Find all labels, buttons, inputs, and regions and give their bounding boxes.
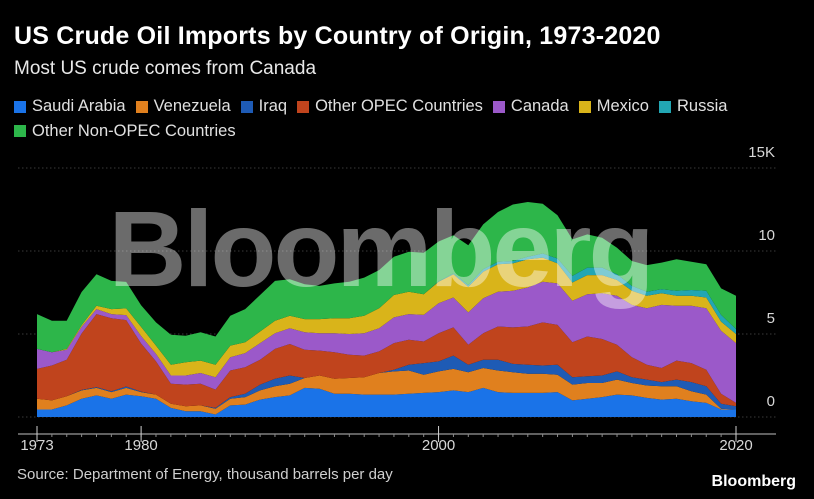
x-axis: 1973 1980 2000 2020: [18, 426, 776, 454]
y-axis-ticks: 0 5 10 15K: [748, 144, 775, 410]
y-tick-label: 10: [758, 227, 775, 244]
legend-item-canada: Canada: [492, 95, 569, 118]
legend-label: Russia: [676, 97, 728, 115]
area-mexico: [37, 257, 736, 378]
bloomberg-logo: Bloomberg: [711, 473, 796, 490]
x-tick-label: 1980: [124, 437, 157, 454]
x-tick-label: 2020: [719, 437, 752, 454]
area-venezuela: [37, 368, 736, 415]
area-saudi-arabia: [37, 387, 736, 417]
legend-swatch: [135, 100, 148, 113]
legend-swatch: [578, 100, 591, 113]
area-iraq: [37, 355, 736, 410]
legend-item-iraq: Iraq: [240, 95, 288, 118]
chart-subtitle: Most US crude comes from Canada: [14, 58, 317, 79]
x-tick-label: 2000: [422, 437, 455, 454]
legend-label: Other OPEC Countries: [315, 97, 483, 115]
y-tick-label: 0: [767, 393, 775, 410]
legend-label: Venezuela: [153, 97, 231, 115]
chart-legend: Saudi Arabia Venezuela Iraq Other OPEC Coun…: [14, 95, 774, 144]
y-tick-label: 5: [767, 310, 775, 327]
legend-label: Saudi Arabia: [32, 97, 126, 115]
legend-item-saudi-arabia: Saudi Arabia: [14, 95, 126, 118]
source-note: Source: Department of Energy, thousand b…: [17, 466, 393, 483]
legend-item-venezuela: Venezuela: [135, 95, 231, 118]
legend-label: Iraq: [258, 97, 288, 115]
legend-swatch: [492, 100, 505, 113]
legend-swatch: [297, 100, 310, 113]
legend-swatch: [14, 100, 26, 113]
area-other-opec-countries: [37, 314, 736, 408]
x-tick-label: 1973: [20, 437, 53, 454]
chart-title: US Crude Oil Imports by Country of Origi…: [14, 22, 661, 50]
watermark-text: Bloomberg: [108, 188, 651, 309]
legend-item-mexico: Mexico: [578, 95, 649, 118]
legend-swatch: [14, 125, 26, 137]
area-other-non-opec-countries: [37, 202, 736, 365]
legend-item-other-opec-countries: Other OPEC Countries: [297, 95, 483, 118]
legend-item-russia: Russia: [658, 95, 728, 118]
area-series: [37, 202, 736, 417]
legend-swatch: [658, 100, 671, 113]
legend-label: Other Non-OPEC Countries: [32, 121, 236, 140]
legend-label: Mexico: [596, 97, 649, 115]
y-tick-label: 15K: [748, 144, 775, 161]
area-canada: [37, 281, 736, 403]
legend-label: Canada: [510, 97, 569, 115]
legend-swatch: [240, 100, 253, 113]
legend-item-other-non-opec-countries: Other Non-OPEC Countries: [14, 120, 236, 143]
